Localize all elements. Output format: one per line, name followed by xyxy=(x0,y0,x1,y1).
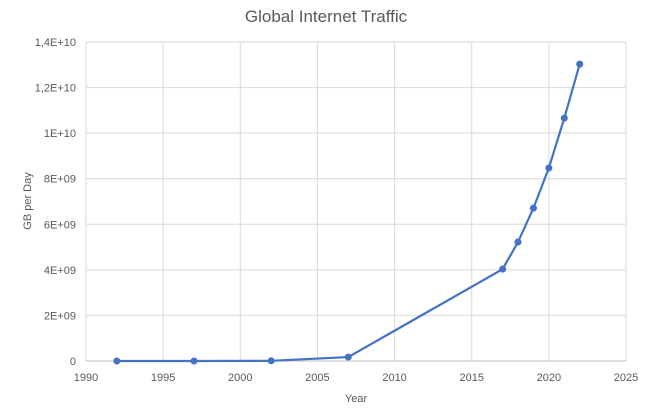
series-line xyxy=(116,63,581,363)
data-point xyxy=(499,265,507,273)
x-tick-label: 2015 xyxy=(459,372,483,384)
y-tick-label: 1,2E+10 xyxy=(35,83,76,95)
y-tick-label: 0 xyxy=(70,356,76,368)
data-point xyxy=(190,357,198,365)
y-tick-label: 2E+09 xyxy=(44,310,76,322)
data-point xyxy=(344,353,352,361)
x-tick-label: 2025 xyxy=(614,372,638,384)
y-tick-label: 1,4E+10 xyxy=(35,37,76,49)
data-point xyxy=(576,60,584,68)
x-tick-label: 2010 xyxy=(382,372,406,384)
y-tick-label: 1E+10 xyxy=(44,128,76,140)
x-tick-label: 2000 xyxy=(228,372,252,384)
data-point xyxy=(267,357,275,365)
data-point xyxy=(545,164,553,172)
y-tick-label: 4E+09 xyxy=(44,265,76,277)
x-axis-label: Year xyxy=(345,393,368,405)
y-axis-label: GB per Day xyxy=(22,172,34,230)
x-tick-label: 1995 xyxy=(151,372,175,384)
data-point xyxy=(560,114,568,122)
x-tick-label: 2005 xyxy=(305,372,329,384)
x-tick-label: 2020 xyxy=(537,372,561,384)
data-point xyxy=(113,357,121,365)
chart-title: Global Internet Traffic xyxy=(245,7,408,26)
y-tick-label: 6E+09 xyxy=(44,219,76,231)
y-tick-label: 8E+09 xyxy=(44,174,76,186)
x-tick-label: 1990 xyxy=(74,372,98,384)
data-point xyxy=(529,204,537,212)
data-point xyxy=(514,238,522,246)
